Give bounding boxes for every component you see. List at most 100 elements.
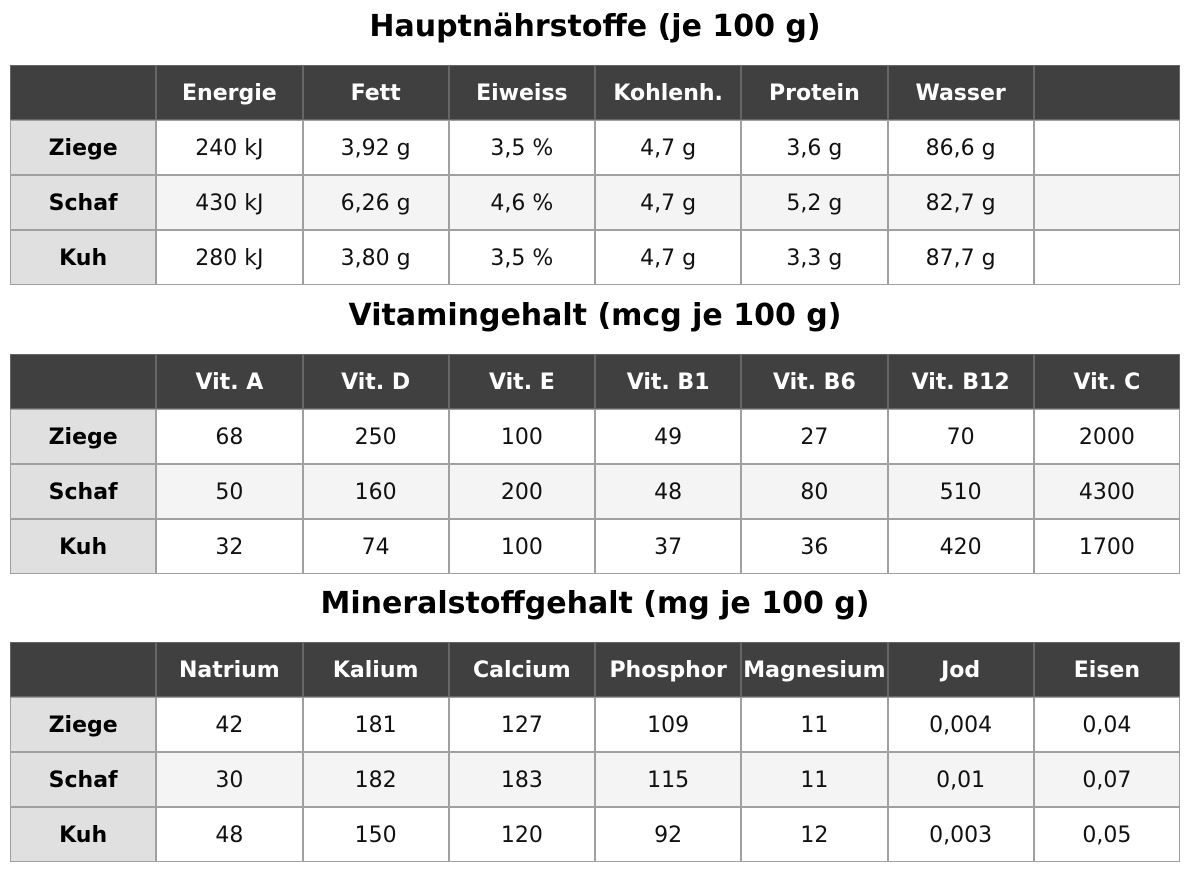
table-cell: 4,6 % xyxy=(448,175,595,230)
column-header: Magnesium xyxy=(741,642,888,697)
table-cell: 36 xyxy=(741,518,888,574)
table-cell: 74 xyxy=(302,518,449,574)
column-header: Protein xyxy=(741,65,888,120)
table-cell xyxy=(1033,120,1180,175)
table-cell: 0,07 xyxy=(1033,752,1180,807)
table-cell: 48 xyxy=(156,807,303,862)
table-cell: 0,01 xyxy=(887,752,1034,807)
table-cell: 3,80 g xyxy=(302,230,449,285)
column-header: Natrium xyxy=(156,642,303,697)
table-cell: 70 xyxy=(887,408,1034,464)
table-cell: 430 kJ xyxy=(156,175,303,230)
table-cell: 3,6 g xyxy=(741,120,888,175)
section-title: Vitamingehalt (mcg je 100 g) xyxy=(348,297,842,333)
column-header: Wasser xyxy=(887,65,1034,120)
table-cell: 510 xyxy=(887,463,1034,519)
row-label: Schaf xyxy=(10,463,157,519)
table-cell: 6,26 g xyxy=(302,175,449,230)
table-cell: 2000 xyxy=(1033,408,1180,464)
table-cell: 120 xyxy=(448,807,595,862)
row-label: Kuh xyxy=(10,807,157,862)
table-cell: 87,7 g xyxy=(887,230,1034,285)
table-cell: 100 xyxy=(448,518,595,574)
table-cell: 11 xyxy=(741,752,888,807)
table-cell: 109 xyxy=(595,697,742,752)
table-cell xyxy=(1033,175,1180,230)
table-cell: 3,3 g xyxy=(741,230,888,285)
column-header: Vit. D xyxy=(302,353,449,409)
table-cell: 12 xyxy=(741,807,888,862)
table-cell: 5,2 g xyxy=(741,175,888,230)
table-cell: 0,04 xyxy=(1033,697,1180,752)
table-cell: 160 xyxy=(302,463,449,519)
column-header: Eiweiss xyxy=(448,65,595,120)
column-header xyxy=(10,353,157,409)
row-label: Schaf xyxy=(10,752,157,807)
column-header: Phosphor xyxy=(595,642,742,697)
table-cell: 280 kJ xyxy=(156,230,303,285)
table-cell: 420 xyxy=(887,518,1034,574)
column-header: Kohlenh. xyxy=(595,65,742,120)
table-cell: 0,003 xyxy=(887,807,1034,862)
table-cell: 4,7 g xyxy=(595,120,742,175)
table-cell: 200 xyxy=(448,463,595,519)
row-label: Ziege xyxy=(10,120,157,175)
table-cell: 4300 xyxy=(1033,463,1180,519)
table-cell: 3,92 g xyxy=(302,120,449,175)
table-cell: 100 xyxy=(448,408,595,464)
table-cell: 127 xyxy=(448,697,595,752)
table-cell: 82,7 g xyxy=(887,175,1034,230)
row-label: Kuh xyxy=(10,518,157,574)
table-cell: 49 xyxy=(595,408,742,464)
row-label: Ziege xyxy=(10,408,157,464)
table-cell: 3,5 % xyxy=(448,230,595,285)
column-header: Energie xyxy=(156,65,303,120)
column-header: Kalium xyxy=(302,642,449,697)
column-header: Vit. E xyxy=(448,353,595,409)
table-cell xyxy=(1033,230,1180,285)
table-cell: 30 xyxy=(156,752,303,807)
column-header: Vit. A xyxy=(156,353,303,409)
row-label: Schaf xyxy=(10,175,157,230)
column-header: Jod xyxy=(887,642,1034,697)
table-cell: 4,7 g xyxy=(595,175,742,230)
table-cell: 181 xyxy=(302,697,449,752)
table-cell: 0,004 xyxy=(887,697,1034,752)
table-cell: 48 xyxy=(595,463,742,519)
section-title: Mineralstoffgehalt (mg je 100 g) xyxy=(320,586,870,621)
row-label: Ziege xyxy=(10,697,157,752)
table-cell: 183 xyxy=(448,752,595,807)
table-cell: 92 xyxy=(595,807,742,862)
table-cell: 150 xyxy=(302,807,449,862)
column-header xyxy=(10,642,157,697)
table-cell: 86,6 g xyxy=(887,120,1034,175)
table-cell: 4,7 g xyxy=(595,230,742,285)
table-cell: 1700 xyxy=(1033,518,1180,574)
column-header xyxy=(10,65,157,120)
table-cell: 11 xyxy=(741,697,888,752)
table-cell: 37 xyxy=(595,518,742,574)
table-cell: 240 kJ xyxy=(156,120,303,175)
row-label: Kuh xyxy=(10,230,157,285)
column-header: Fett xyxy=(302,65,449,120)
column-header xyxy=(1033,65,1180,120)
column-header: Calcium xyxy=(448,642,595,697)
column-header: Vit. B1 xyxy=(595,353,742,409)
table-cell: 80 xyxy=(741,463,888,519)
table-cell: 50 xyxy=(156,463,303,519)
table-cell: 182 xyxy=(302,752,449,807)
table-cell: 250 xyxy=(302,408,449,464)
table-cell: 68 xyxy=(156,408,303,464)
section-title: Hauptnährstoffe (je 100 g) xyxy=(369,9,821,44)
column-header: Vit. B6 xyxy=(741,353,888,409)
table-cell: 27 xyxy=(741,408,888,464)
table-cell: 0,05 xyxy=(1033,807,1180,862)
table-cell: 42 xyxy=(156,697,303,752)
column-header: Vit. C xyxy=(1033,353,1180,409)
column-header: Vit. B12 xyxy=(887,353,1034,409)
table-cell: 3,5 % xyxy=(448,120,595,175)
table-cell: 32 xyxy=(156,518,303,574)
column-header: Eisen xyxy=(1033,642,1180,697)
table-cell: 115 xyxy=(595,752,742,807)
